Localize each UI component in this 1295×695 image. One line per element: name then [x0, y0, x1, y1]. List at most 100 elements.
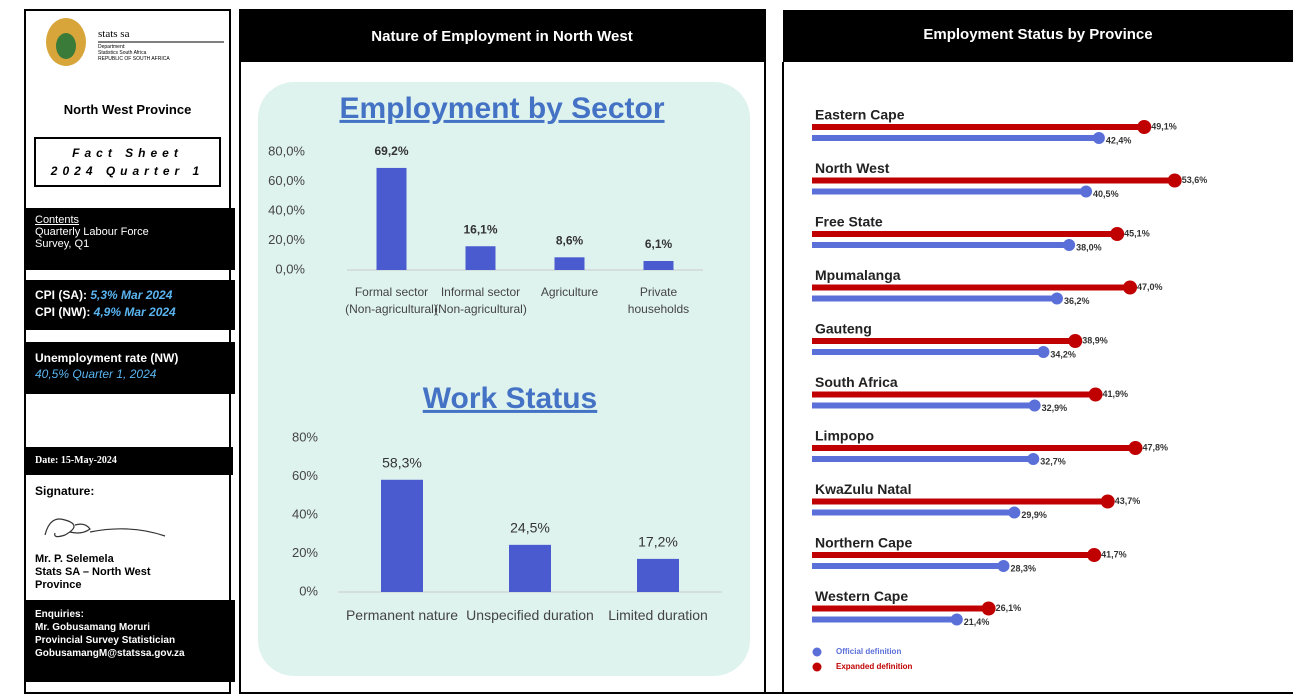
bar: [812, 231, 1118, 237]
y-tick-label: 20,0%: [268, 232, 305, 247]
middle-header: [240, 10, 765, 62]
bar-end-dot: [1063, 239, 1076, 251]
enquiries-name: Mr. Gobusamang Moruri: [35, 622, 151, 633]
cpi-label: CPI (SA):: [35, 288, 87, 302]
y-tick-label: 40%: [292, 506, 318, 521]
bar-end-dot: [1027, 453, 1040, 465]
bar: [812, 552, 1095, 558]
value-label: 38,9%: [1082, 335, 1108, 345]
value-label: 16,1%: [463, 222, 497, 236]
category-label: Eastern Cape: [815, 107, 905, 123]
unemployment-value: 40,5% Quarter 1, 2024: [35, 367, 157, 381]
x-tick-label: Formal sector (Non-agricultural): [345, 285, 438, 316]
x-tick-label: Informal sector (Non-agricultural): [434, 285, 527, 316]
bar: [812, 605, 989, 612]
signatory-office: Stats SA – North West Province: [35, 566, 151, 591]
bar: [812, 349, 1044, 355]
logo-line: Statistics South Africa: [98, 50, 147, 56]
bar-end-dot: [981, 601, 996, 616]
bar: [812, 188, 1087, 195]
bar-end-dot: [1128, 441, 1143, 455]
value-label: 47,8%: [1142, 442, 1168, 452]
bar: [812, 124, 1145, 130]
x-tick-label: Limited duration: [608, 607, 708, 623]
fact-sheet-box: [34, 137, 221, 187]
bar: [812, 456, 1034, 462]
province: North West Province: [63, 102, 192, 117]
bar: [554, 257, 585, 270]
bar-end-dot: [1068, 334, 1083, 348]
value-label: 29,9%: [1021, 510, 1047, 520]
bar-end-dot: [997, 560, 1010, 572]
value-label: 58,3%: [382, 454, 422, 470]
bar: [812, 498, 1108, 505]
enquiries-heading: Enquiries:: [35, 609, 84, 620]
logo: [46, 18, 224, 66]
unemployment-box: Unemployment rate (NW) 40,5% Quarter 1, …: [25, 342, 235, 394]
value-label: 41,7%: [1101, 549, 1127, 559]
value-label: 32,9%: [1042, 403, 1068, 413]
x-tick-label: Agriculture: [540, 285, 599, 299]
bar-end-dot: [1092, 132, 1105, 144]
cpi-row: CPI (NW): 4,9% Mar 2024: [35, 304, 225, 321]
legend-label: Expanded definition: [836, 662, 913, 671]
value-label: 34,2%: [1050, 349, 1076, 359]
logo-line: REPUBLIC OF SOUTH AFRICA: [98, 56, 170, 62]
value-label: 26,1%: [996, 603, 1022, 613]
y-tick-label: 60,0%: [268, 173, 305, 188]
bar-end-dot: [1100, 494, 1115, 509]
bar: [643, 261, 674, 270]
category-label: KwaZulu Natal: [815, 481, 911, 497]
value-label: 32,7%: [1040, 456, 1066, 466]
bar: [812, 509, 1015, 516]
contents-heading: Contents: [35, 214, 80, 226]
bar: [812, 563, 1004, 569]
chart-title: Employment by Sector: [339, 92, 664, 125]
value-label: 6,1%: [645, 237, 673, 251]
bar: [376, 167, 407, 270]
signatory-name: Mr. P. Selemela: [35, 553, 114, 565]
legend-marker: [812, 647, 822, 657]
right-header: [783, 10, 1293, 62]
signature-label: Signature:: [35, 484, 95, 498]
category-label: Limpopo: [815, 428, 874, 444]
value-label: 24,5%: [510, 520, 550, 536]
bar-end-dot: [1088, 387, 1103, 402]
bar-end-dot: [1050, 292, 1063, 305]
value-label: 69,2%: [374, 144, 408, 158]
bar: [381, 479, 423, 592]
logo-text: Department: Statistics South Africa REPU…: [98, 44, 170, 62]
bar-end-dot: [1037, 346, 1050, 358]
y-tick-label: 80%: [292, 429, 318, 444]
x-tick-label: Private households: [627, 285, 690, 316]
value-label: 36,2%: [1064, 296, 1090, 306]
bar: [812, 616, 957, 623]
date-box: Date: 15-May-2024: [25, 447, 233, 475]
bar-end-dot: [1028, 399, 1041, 412]
contents-text: Quarterly Labour Force Survey, Q1: [35, 226, 149, 250]
value-label: 40,5%: [1093, 189, 1119, 199]
logo-name: stats sa: [98, 28, 130, 40]
unemployment-label: Unemployment rate (NW): [35, 351, 179, 365]
cpi-label: CPI (NW):: [35, 305, 91, 319]
x-tick-label: Unspecified duration: [466, 607, 594, 623]
category-label: Western Cape: [815, 588, 908, 604]
value-label: 28,3%: [1010, 563, 1036, 573]
y-tick-label: 0%: [299, 583, 318, 598]
value-label: 53,6%: [1182, 175, 1208, 185]
value-label: 47,0%: [1137, 282, 1163, 292]
bar: [812, 242, 1070, 248]
legend-marker: [812, 662, 822, 672]
value-label: 41,9%: [1103, 389, 1129, 399]
bar: [812, 295, 1057, 302]
y-tick-label: 20%: [292, 545, 318, 560]
bar-end-dot: [950, 613, 963, 626]
bar: [812, 445, 1136, 451]
contents-box: Contents Quarterly Labour Force Survey, …: [25, 208, 235, 270]
category-label: Gauteng: [815, 321, 872, 337]
bar: [812, 338, 1076, 344]
fact-sheet: Fact Sheet: [72, 146, 183, 160]
logo-line: Department:: [98, 44, 126, 50]
